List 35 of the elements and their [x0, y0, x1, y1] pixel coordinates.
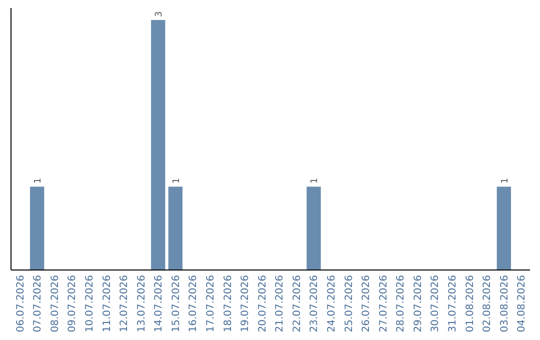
x-tick-label: 21.07.2026	[274, 275, 286, 332]
x-tick-label: 07.07.2026	[32, 275, 44, 332]
data-label: 1	[500, 178, 510, 184]
x-tick-label: 27.07.2026	[378, 275, 390, 332]
x-tick-label: 22.07.2026	[292, 275, 303, 332]
data-label: 1	[172, 178, 182, 184]
x-tick-label: 02.08.2026	[482, 275, 494, 332]
x-tick-label: 03.08.2026	[499, 275, 510, 332]
x-tick-label: 12.07.2026	[119, 275, 130, 332]
x-tick-label: 20.07.2026	[257, 275, 268, 332]
data-label: 3	[154, 11, 165, 17]
x-tick-label: 31.07.2026	[448, 275, 459, 332]
x-tick-label: 01.08.2026	[464, 275, 476, 332]
x-tick-label: 25.07.2026	[344, 275, 355, 332]
x-tick-label: 28.07.2026	[396, 275, 407, 332]
x-tick-label: 29.07.2026	[412, 275, 424, 332]
x-tick-label: 06.07.2026	[15, 275, 26, 332]
x-tick-label: 26.07.2026	[361, 275, 372, 332]
x-tick-label: 17.07.2026	[205, 275, 216, 332]
x-tick-label: 30.07.2026	[430, 275, 442, 332]
x-tick-label: 16.07.2026	[188, 275, 200, 332]
x-tick-label: 09.07.2026	[67, 275, 78, 332]
x-tick-label: 24.07.2026	[326, 275, 338, 332]
data-label: 1	[310, 178, 320, 184]
x-tick-label: 13.07.2026	[136, 275, 148, 332]
x-tick-label: 14.07.2026	[154, 275, 165, 332]
x-tick-label: 04.08.2026	[516, 275, 528, 332]
x-tick-label: 19.07.2026	[240, 275, 252, 332]
x-tick-label: 08.07.2026	[50, 275, 61, 332]
x-tick-label: 10.07.2026	[84, 275, 96, 332]
x-tick-label: 18.07.2026	[222, 275, 234, 332]
x-tick-label: 23.07.2026	[309, 275, 320, 332]
data-label: 1	[34, 178, 44, 184]
x-tick-label: 15.07.2026	[170, 275, 182, 332]
x-tick-label: 11.07.2026	[102, 275, 113, 332]
